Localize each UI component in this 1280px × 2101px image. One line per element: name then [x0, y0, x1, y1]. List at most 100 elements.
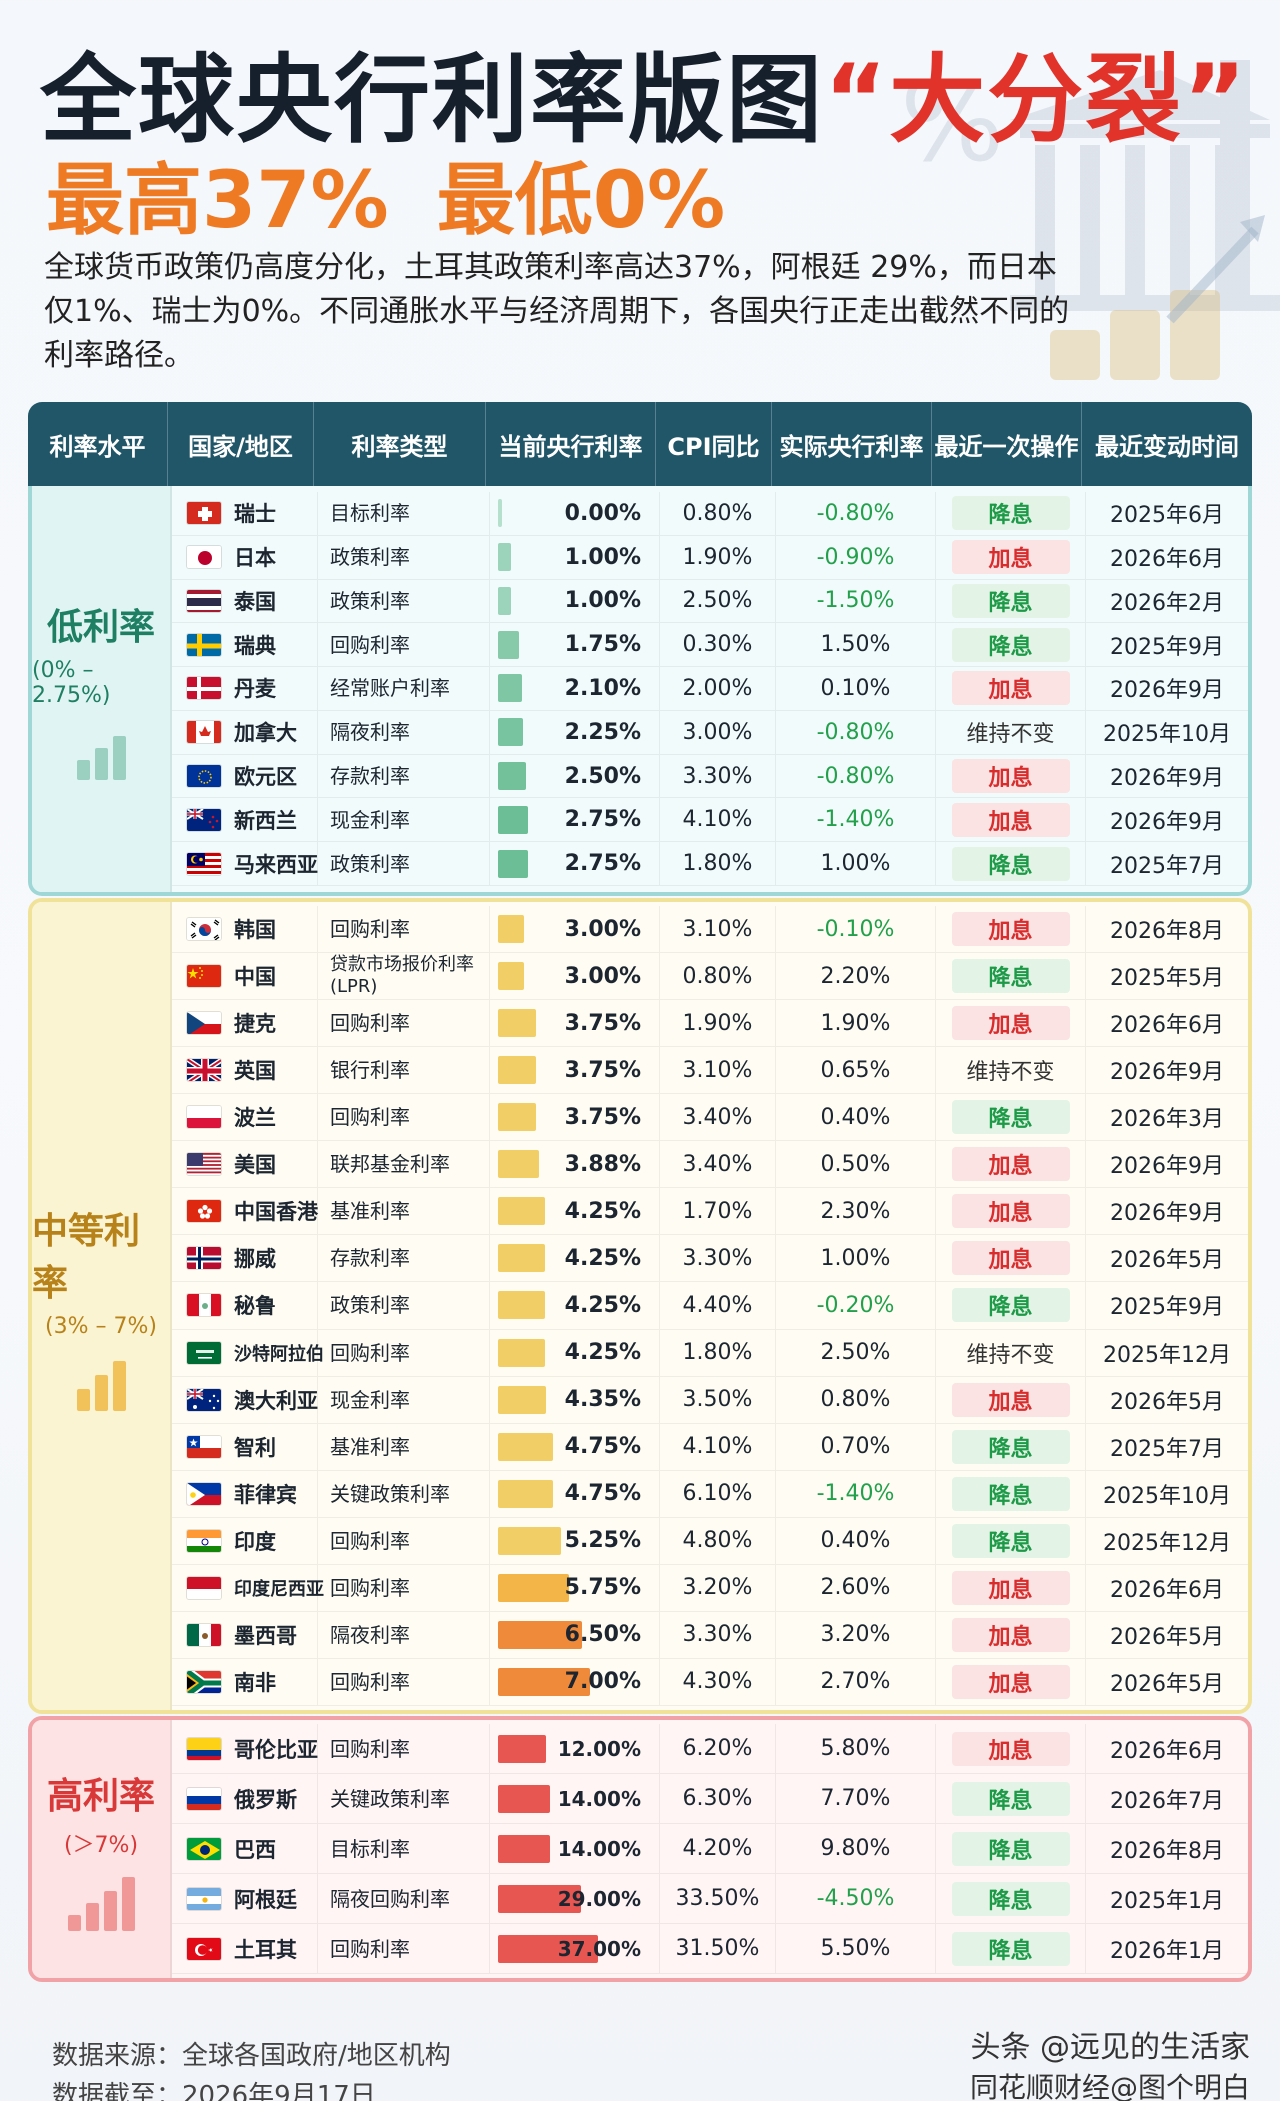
- rate-cell: 29.00%: [490, 1874, 660, 1923]
- cpi-value: 3.30%: [660, 1611, 776, 1658]
- country-cell: 新西兰: [172, 798, 318, 842]
- cpi-value: 0.30%: [660, 623, 776, 667]
- country-cell: 美国: [172, 1141, 318, 1188]
- change-date: 2026年9月: [1110, 809, 1224, 835]
- operation-badge: 加息: [951, 1617, 1070, 1652]
- cpi-value: 3.50%: [660, 1376, 776, 1423]
- flag-se-icon: [186, 632, 222, 657]
- country-cell: 捷克: [172, 1000, 318, 1047]
- operation-badge: 降息: [951, 846, 1070, 881]
- header-cell: 最近变动时间: [1095, 432, 1239, 461]
- table-row: 印度尼西亚 回购利率 5.75% 3.20% 2.60% 加息 2026年6月: [172, 1564, 1248, 1612]
- table-row: 韩国 回购利率 3.00% 3.10% -0.10% 加息 2026年8月: [172, 906, 1248, 954]
- rate-type: 回购利率: [318, 1724, 490, 1773]
- country-name: 英国: [234, 1059, 276, 1084]
- band-name: 低利率: [46, 607, 155, 648]
- flag-za-icon: [186, 1669, 222, 1694]
- table-row: 英国 银行利率 3.75% 3.10% 0.65% 维持不变 2026年9月: [172, 1047, 1248, 1095]
- rate-value: 4.25%: [564, 1292, 641, 1318]
- rate-type: 回购利率: [318, 1564, 490, 1611]
- rate-cell: 1.00%: [490, 535, 660, 579]
- country-name: 瑞典: [234, 633, 276, 658]
- last-operation: 加息: [936, 667, 1086, 710]
- table-row: 俄罗斯 关键政策利率 14.00% 6.30% 7.70% 降息 2026年7月: [172, 1774, 1248, 1824]
- header-cell: 国家/地区: [168, 402, 314, 486]
- country-cell: 印度尼西亚: [172, 1564, 324, 1611]
- operation-badge: 降息: [951, 1931, 1070, 1966]
- data-asof: 数据截至：2026年9月17日: [52, 2081, 376, 2101]
- flag-gb-icon: [186, 1058, 222, 1083]
- country-cell: 瑞典: [172, 623, 318, 667]
- table-row: 墨西哥 隔夜利率 6.50% 3.30% 3.20% 加息 2026年5月: [172, 1611, 1248, 1659]
- rate-bar: [498, 1620, 582, 1649]
- table-header: 利率水平 国家/地区 利率类型 当前央行利率 CPI同比 实际央行利率 最近一次操作 最近变动…: [28, 402, 1252, 486]
- last-operation: 降息: [936, 623, 1086, 667]
- country-name: 泰国: [234, 589, 276, 614]
- rate-type: 经常账户利率: [318, 667, 490, 710]
- rate-bar: [498, 1103, 537, 1132]
- flag-in-icon: [186, 1528, 222, 1553]
- country-name: 波兰: [234, 1106, 276, 1131]
- cpi-value: 3.10%: [660, 906, 776, 953]
- rate-value: 4.75%: [564, 1434, 641, 1460]
- header-cell: 利率类型: [314, 402, 486, 486]
- country-cell: 马来西亚: [172, 842, 318, 885]
- rate-type: 联邦基金利率: [318, 1141, 490, 1188]
- operation-badge: 降息: [951, 627, 1070, 662]
- flag-ph-icon: [186, 1481, 222, 1506]
- operation-badge: 加息: [951, 540, 1070, 575]
- change-date: 2026年8月: [1110, 919, 1224, 945]
- flag-mx-icon: [186, 1622, 222, 1647]
- cpi-value: 6.10%: [660, 1470, 776, 1517]
- last-operation: 加息: [936, 798, 1086, 842]
- change-date: 2025年7月: [1110, 853, 1224, 879]
- rate-value: 12.00%: [557, 1736, 641, 1761]
- country-cell: 印度: [172, 1517, 318, 1564]
- country-cell: 波兰: [172, 1094, 318, 1141]
- rate-cell: 4.25%: [490, 1282, 660, 1329]
- flag-nz-icon: [186, 807, 222, 832]
- bar-chart-icon: [76, 724, 126, 780]
- last-operation: 降息: [936, 1924, 1086, 1973]
- country-cell: 英国: [172, 1047, 318, 1094]
- operation-badge: 维持不变: [966, 1342, 1055, 1368]
- rate-value: 0.00%: [564, 500, 641, 526]
- rate-type: 回购利率: [318, 1517, 490, 1564]
- country-cell: 巴西: [172, 1824, 318, 1873]
- cpi-value: 4.30%: [660, 1658, 776, 1705]
- rate-bar: [498, 1834, 551, 1863]
- rate-bar: [498, 1734, 546, 1763]
- last-operation: 降息: [936, 1774, 1086, 1823]
- real-rate-value: 1.00%: [776, 1235, 936, 1282]
- table-row: 印度 回购利率 5.25% 4.80% 0.40% 降息 2025年12月: [172, 1517, 1248, 1565]
- flag-cl-icon: [186, 1434, 222, 1459]
- rate-value: 14.00%: [557, 1836, 641, 1861]
- header-cell: 利率水平: [28, 402, 168, 486]
- band-low: 低利率 (0% – 2.75%): [32, 486, 172, 892]
- rate-cell: 2.25%: [490, 710, 660, 754]
- rate-cell: 4.35%: [490, 1376, 660, 1423]
- country-name: 加拿大: [234, 721, 297, 746]
- rate-value: 29.00%: [557, 1886, 641, 1911]
- cpi-value: 4.40%: [660, 1282, 776, 1329]
- rate-value: 14.00%: [557, 1786, 641, 1811]
- rate-value: 2.50%: [564, 763, 641, 789]
- rate-value: 3.75%: [564, 1104, 641, 1130]
- country-name: 新西兰: [234, 808, 297, 833]
- rate-bar: [498, 1150, 539, 1179]
- table-row: 阿根廷 隔夜回购利率 29.00% 33.50% -4.50% 降息 2025年1月: [172, 1874, 1248, 1924]
- rate-bar: [498, 1385, 547, 1414]
- last-operation: 维持不变: [936, 1329, 1086, 1376]
- cpi-value: 1.90%: [660, 1000, 776, 1047]
- country-cell: 菲律宾: [172, 1470, 318, 1517]
- change-date: 2025年12月: [1103, 1342, 1231, 1368]
- rate-type: 存款利率: [318, 1235, 490, 1282]
- country-name: 中国香港: [234, 1200, 318, 1225]
- rate-type: 隔夜利率: [318, 1611, 490, 1658]
- flag-au-icon: [186, 1387, 222, 1412]
- table-row: 中国香港 基准利率 4.25% 1.70% 2.30% 加息 2026年9月: [172, 1188, 1248, 1236]
- change-date: 2026年9月: [1110, 1060, 1224, 1086]
- operation-badge: 加息: [951, 1194, 1070, 1229]
- real-rate-value: -0.80%: [776, 710, 936, 754]
- table-row: 菲律宾 关键政策利率 4.75% 6.10% -1.40% 降息 2025年10月: [172, 1470, 1248, 1518]
